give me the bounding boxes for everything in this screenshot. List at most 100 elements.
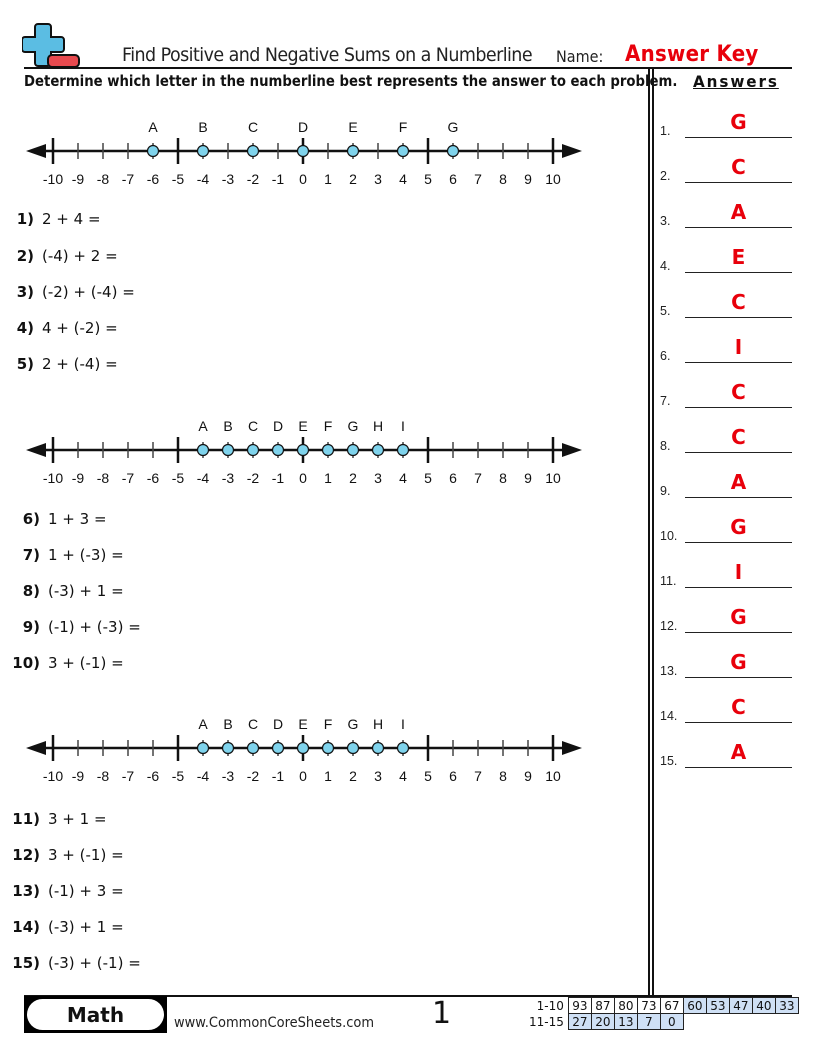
point-marker	[196, 443, 210, 457]
tick-label: 10	[545, 470, 561, 486]
tick-label: 4	[399, 171, 407, 187]
question-7: 7) 1 + (-3) =	[22, 546, 124, 564]
point-marker	[296, 443, 310, 457]
point-letter: A	[148, 119, 158, 135]
answer-row-9: 9. A	[660, 470, 792, 502]
tick-label: -3	[222, 768, 235, 784]
left-arrow-icon	[26, 443, 46, 457]
point-letter: F	[324, 418, 333, 434]
left-arrow-icon	[26, 741, 46, 755]
website-link[interactable]: www.CommonCoreSheets.com	[174, 1015, 375, 1031]
tick-label: 1	[324, 171, 332, 187]
tick-label: 3	[374, 470, 382, 486]
tick-label: 2	[349, 171, 357, 187]
tick-label: 3	[374, 768, 382, 784]
answer-row-15: 15. A	[660, 740, 792, 772]
point-letter: G	[448, 119, 459, 135]
point-marker	[196, 144, 210, 158]
point-letter: A	[198, 418, 208, 434]
tick-label: 9	[524, 171, 532, 187]
point-marker	[146, 144, 160, 158]
tick-label: -5	[172, 171, 185, 187]
tick-label: -5	[172, 768, 185, 784]
question-1: 1) 2 + 4 =	[16, 210, 101, 228]
tick-label: -3	[222, 470, 235, 486]
question-5: 5) 2 + (-4) =	[16, 355, 118, 373]
point-letter: C	[248, 418, 258, 434]
tick-label: -4	[197, 470, 210, 486]
point-marker	[271, 443, 285, 457]
tick-label: 5	[424, 171, 432, 187]
score-row-11-15: 11-15 27 20 13 7 0	[526, 1013, 798, 1030]
page-number: 1	[432, 996, 452, 1031]
point-letter: H	[373, 418, 383, 434]
answer-row-1: 1. G	[660, 110, 792, 142]
tick-label: 9	[524, 768, 532, 784]
tick-label: 8	[499, 171, 507, 187]
tick-label: -2	[247, 171, 260, 187]
instructions: Determine which letter in the numberline…	[24, 72, 678, 90]
point-marker	[396, 443, 410, 457]
point-marker	[346, 144, 360, 158]
point-marker	[296, 144, 310, 158]
column-divider	[648, 68, 650, 996]
answer-row-11: 11. I	[660, 560, 792, 592]
point-letter: I	[401, 418, 405, 434]
point-letter: B	[223, 716, 232, 732]
tick-label: -4	[197, 768, 210, 784]
tick-label: -6	[147, 768, 160, 784]
point-letter: C	[248, 119, 258, 135]
point-letter: E	[298, 716, 307, 732]
tick-label: -10	[43, 768, 63, 784]
tick-label: 1	[324, 470, 332, 486]
subject-badge: Math	[24, 996, 167, 1033]
point-marker	[221, 443, 235, 457]
point-marker	[246, 443, 260, 457]
tick-label: 6	[449, 171, 457, 187]
tick-label: 1	[324, 768, 332, 784]
tick-label: 4	[399, 768, 407, 784]
point-marker	[196, 741, 210, 755]
tick-label: -8	[97, 768, 110, 784]
tick-label: -7	[122, 171, 135, 187]
question-6: 6) 1 + 3 =	[22, 510, 107, 528]
point-letter: E	[348, 119, 357, 135]
tick-label: -5	[172, 470, 185, 486]
tick-label: 3	[374, 171, 382, 187]
point-marker	[396, 144, 410, 158]
point-letter: G	[348, 418, 359, 434]
worksheet-title: Find Positive and Negative Sums on a Num…	[122, 44, 533, 66]
tick-label: -9	[72, 768, 85, 784]
question-8: 8) (-3) + 1 =	[22, 582, 124, 600]
answer-row-4: 4. E	[660, 245, 792, 277]
point-marker	[246, 144, 260, 158]
tick-label: -3	[222, 171, 235, 187]
tick-label: -2	[247, 470, 260, 486]
tick-label: -9	[72, 171, 85, 187]
point-letter: F	[324, 716, 333, 732]
tick-label: 0	[299, 768, 307, 784]
answer-row-13: 13. G	[660, 650, 792, 682]
column-divider	[652, 68, 654, 996]
point-letter: C	[248, 716, 258, 732]
tick-label: 0	[299, 171, 307, 187]
point-marker	[346, 443, 360, 457]
numberline-1: -10 -9 -8 -7 -6 -5 -4 -3 -2 -1 0 1 2 3 4 5 6 7 8 9 10A B C D E F G	[26, 119, 582, 187]
point-marker	[446, 144, 460, 158]
question-3: 3) (-2) + (-4) =	[16, 283, 135, 301]
tick-label: 7	[474, 768, 482, 784]
point-letter: G	[348, 716, 359, 732]
name-value: Answer Key	[625, 42, 759, 67]
score-row-1-10: 1-10 93 87 80 73 67 60 53 47 40 33	[526, 997, 799, 1014]
tick-label: -2	[247, 768, 260, 784]
numberline-3: -10 -9 -8 -7 -6 -5 -4 -3 -2 -1 0 1 2 3 4 5 6 7 8 9 10A B C D E F G…	[26, 716, 582, 784]
tick-label: -10	[43, 470, 63, 486]
header-divider	[24, 67, 792, 69]
tick-label: -1	[272, 171, 285, 187]
tick-label: 6	[449, 470, 457, 486]
answer-row-12: 12. G	[660, 605, 792, 637]
tick-label: 4	[399, 470, 407, 486]
tick-label: -6	[147, 171, 160, 187]
answers-heading: Answers	[693, 72, 779, 91]
point-letter: D	[273, 716, 283, 732]
